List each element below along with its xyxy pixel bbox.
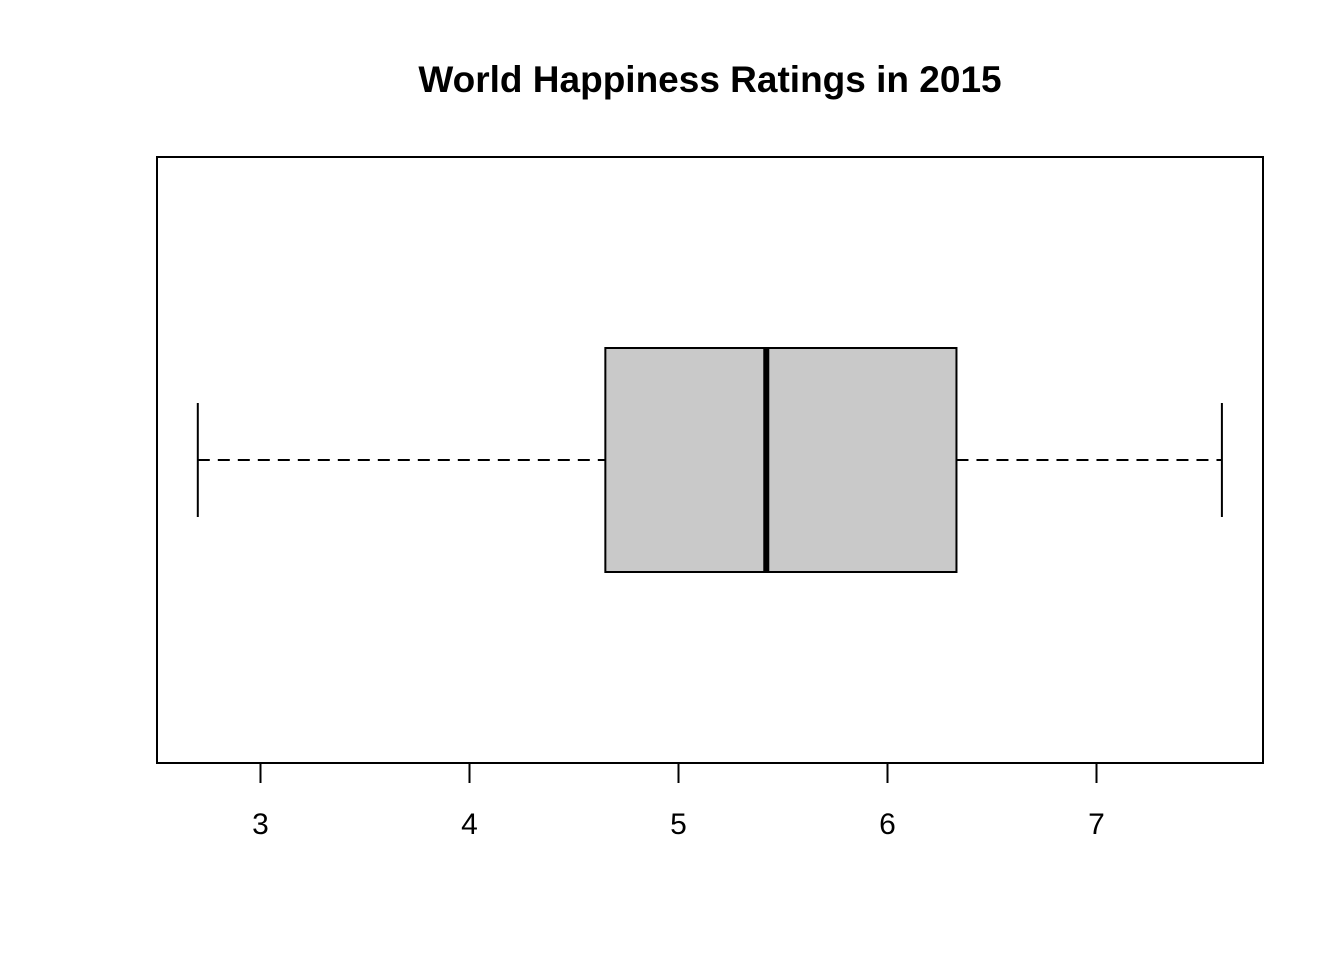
x-axis: 3 4 5 6 7: [252, 763, 1105, 841]
x-tick-label: 3: [252, 808, 269, 841]
chart-title: World Happiness Ratings in 2015: [418, 59, 1002, 100]
x-tick-label: 5: [670, 808, 687, 841]
x-tick-label: 6: [879, 808, 896, 841]
boxplot-marks: [196, 347, 1223, 573]
x-tick-label: 4: [461, 808, 478, 841]
plot-frame: [156, 156, 1264, 764]
interquartile-box: [604, 347, 958, 573]
x-tick-label: 7: [1088, 808, 1105, 841]
